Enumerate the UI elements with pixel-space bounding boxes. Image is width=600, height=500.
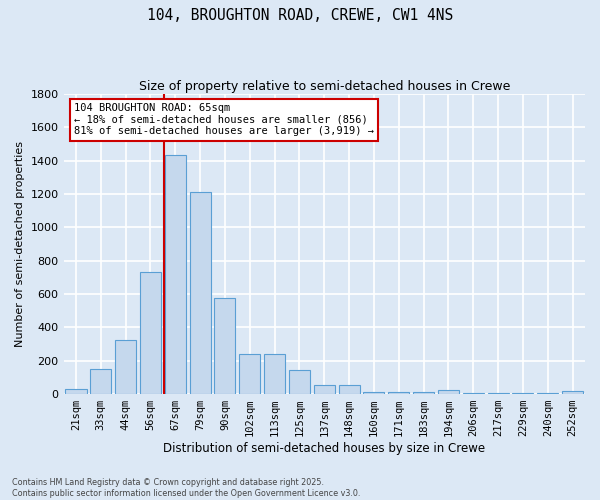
- Bar: [65, 389, 86, 394]
- Bar: [264, 354, 285, 394]
- Bar: [562, 391, 583, 394]
- Y-axis label: Number of semi-detached properties: Number of semi-detached properties: [15, 141, 25, 347]
- Bar: [289, 370, 310, 394]
- Title: Size of property relative to semi-detached houses in Crewe: Size of property relative to semi-detach…: [139, 80, 510, 93]
- Bar: [140, 272, 161, 394]
- Bar: [165, 155, 186, 394]
- Bar: [338, 385, 359, 394]
- Bar: [190, 192, 211, 394]
- Text: Contains HM Land Registry data © Crown copyright and database right 2025.
Contai: Contains HM Land Registry data © Crown c…: [12, 478, 361, 498]
- Bar: [239, 354, 260, 394]
- X-axis label: Distribution of semi-detached houses by size in Crewe: Distribution of semi-detached houses by …: [163, 442, 485, 455]
- Text: 104, BROUGHTON ROAD, CREWE, CW1 4NS: 104, BROUGHTON ROAD, CREWE, CW1 4NS: [147, 8, 453, 22]
- Bar: [314, 385, 335, 394]
- Bar: [413, 392, 434, 394]
- Text: 104 BROUGHTON ROAD: 65sqm
← 18% of semi-detached houses are smaller (856)
81% of: 104 BROUGHTON ROAD: 65sqm ← 18% of semi-…: [74, 103, 374, 136]
- Bar: [115, 340, 136, 394]
- Bar: [364, 392, 385, 394]
- Bar: [438, 390, 459, 394]
- Bar: [214, 298, 235, 394]
- Bar: [90, 369, 112, 394]
- Bar: [388, 392, 409, 394]
